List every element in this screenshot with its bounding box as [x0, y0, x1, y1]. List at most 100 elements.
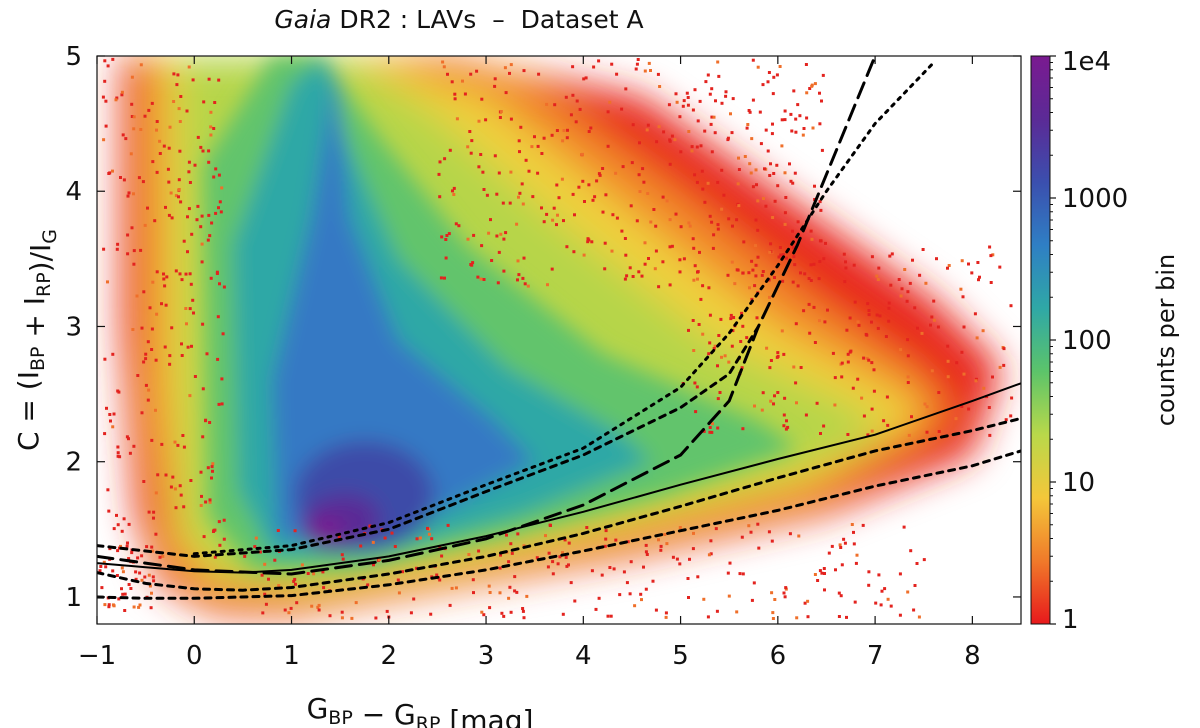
scatter-point — [753, 284, 757, 288]
scatter-point — [813, 573, 817, 576]
scatter-point — [119, 176, 122, 179]
scatter-point — [564, 95, 568, 99]
scatter-point — [397, 591, 401, 595]
scatter-point — [415, 537, 419, 541]
scatter-point — [574, 120, 578, 124]
scatter-point — [889, 604, 893, 608]
scatter-point — [457, 224, 461, 228]
scatter-point — [220, 186, 224, 190]
scatter-point — [222, 285, 226, 289]
scatter-point — [821, 73, 825, 77]
scatter-point — [612, 567, 616, 571]
scatter-point — [549, 524, 552, 527]
scatter-point — [147, 388, 151, 392]
scatter-point — [703, 129, 707, 133]
scatter-point — [513, 575, 517, 579]
scatter-point — [152, 516, 155, 520]
scatter-point — [448, 603, 452, 607]
scatter-point — [502, 269, 506, 273]
scatter-point — [687, 328, 690, 332]
scatter-point — [760, 408, 764, 412]
scatter-point — [577, 185, 581, 189]
scatter-point — [643, 262, 647, 266]
scatter-point — [477, 165, 481, 169]
scatter-point — [970, 271, 974, 275]
scatter-point — [340, 610, 344, 614]
scatter-point — [160, 442, 164, 446]
scatter-point — [258, 550, 262, 554]
scatter-point — [450, 80, 454, 84]
scatter-point — [792, 89, 796, 93]
scatter-point — [103, 79, 107, 83]
scatter-point — [856, 320, 860, 324]
scatter-point — [794, 117, 798, 121]
scatter-point — [946, 266, 949, 270]
scatter-point — [426, 526, 429, 530]
scatter-point — [712, 233, 716, 237]
scatter-point — [293, 577, 297, 581]
scatter-point — [180, 278, 184, 282]
scatter-point — [631, 275, 635, 278]
scatter-point — [628, 592, 632, 596]
scatter-point — [189, 282, 193, 286]
scatter-point — [840, 375, 844, 379]
scatter-point — [187, 170, 191, 174]
scatter-point — [775, 73, 779, 77]
scatter-point — [887, 319, 891, 323]
scatter-point — [784, 427, 788, 431]
scatter-point — [116, 549, 120, 553]
scatter-point — [544, 534, 547, 538]
scatter-point — [217, 206, 220, 210]
scatter-point — [253, 545, 257, 549]
scatter-point — [179, 200, 183, 204]
scatter-point — [780, 329, 784, 333]
scatter-point — [163, 284, 167, 288]
scatter-point — [870, 407, 874, 411]
scatter-point — [659, 548, 663, 552]
scatter-point — [870, 429, 874, 433]
scatter-point — [185, 322, 188, 326]
scatter-point — [678, 258, 682, 262]
scatter-point — [151, 160, 155, 164]
scatter-point — [753, 404, 756, 408]
scatter-point — [452, 186, 456, 190]
scatter-point — [184, 272, 188, 276]
scatter-point — [221, 332, 225, 336]
scatter-point — [899, 348, 903, 352]
scatter-point — [816, 579, 820, 582]
scatter-point — [722, 193, 726, 197]
scatter-point — [932, 299, 936, 303]
scatter-point — [930, 369, 934, 373]
scatter-point — [716, 364, 719, 368]
scatter-point — [932, 318, 936, 322]
scatter-point — [686, 577, 690, 580]
scatter-point — [839, 594, 843, 598]
scatter-point — [771, 92, 775, 96]
scatter-point — [276, 529, 280, 532]
scatter-point — [210, 221, 214, 225]
scatter-point — [668, 218, 672, 222]
scatter-point — [140, 326, 144, 330]
scatter-point — [649, 69, 652, 72]
scatter-point — [826, 308, 829, 312]
scatter-point — [453, 97, 457, 101]
scatter-point — [174, 269, 178, 273]
scatter-point — [463, 92, 467, 96]
scatter-point — [515, 590, 519, 594]
scatter-point — [178, 484, 182, 488]
scatter-point — [794, 381, 798, 385]
scatter-point — [126, 541, 129, 545]
scatter-point — [119, 544, 122, 548]
scatter-point — [390, 531, 394, 535]
scatter-point — [454, 586, 458, 590]
scatter-point — [915, 562, 919, 565]
scatter-point — [696, 277, 699, 281]
scatter-point — [211, 462, 215, 466]
scatter-point — [141, 180, 145, 184]
scatter-point — [466, 237, 470, 241]
scatter-point — [146, 206, 149, 210]
scatter-point — [842, 537, 846, 541]
scatter-point — [143, 575, 147, 579]
scatter-point — [209, 133, 213, 137]
scatter-point — [907, 433, 911, 437]
